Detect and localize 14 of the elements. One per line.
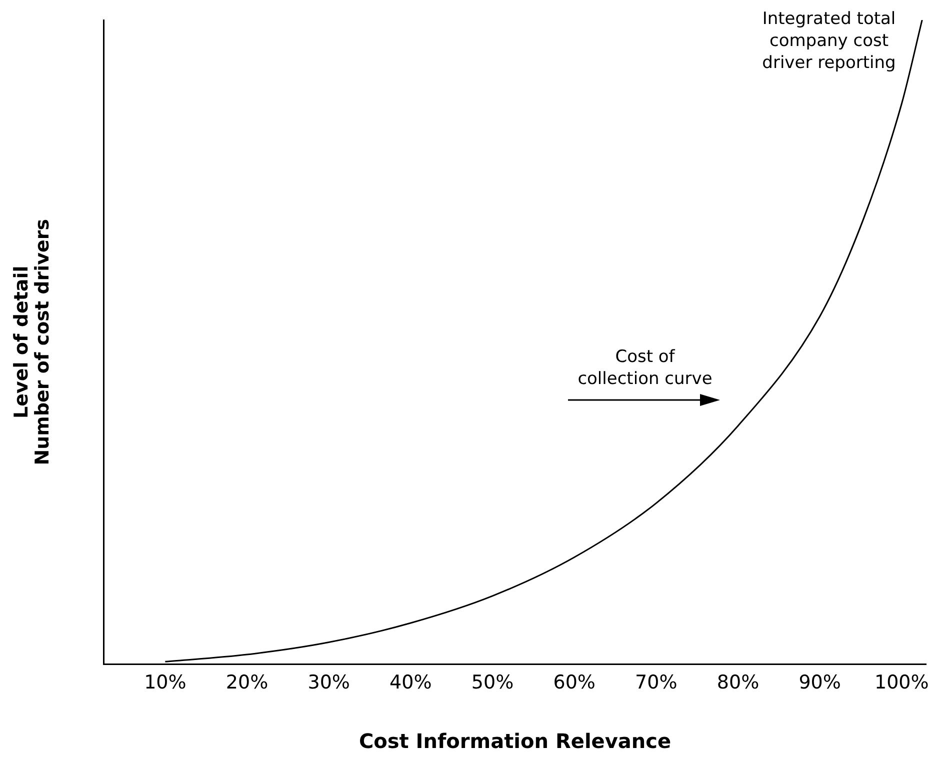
x-tick-label: 100%: [874, 672, 929, 694]
x-tick-label: 30%: [308, 672, 350, 694]
annotation: Cost of collection curve: [576, 346, 714, 390]
x-tick-label: 20%: [226, 672, 268, 694]
x-tick-label: 70%: [635, 672, 678, 694]
x-tick-label: 80%: [716, 672, 760, 694]
x-tick-label: 10%: [144, 672, 186, 694]
y-axis-title: Level of detail Number of cost drivers: [10, 218, 54, 466]
x-tick-label: 60%: [553, 672, 596, 694]
x-tick-label: 40%: [390, 672, 432, 694]
x-axis-title: Cost Information Relevance: [358, 729, 672, 754]
annotation: Integrated total company cost driver reporting: [761, 8, 897, 74]
x-tick-label: 50%: [471, 672, 514, 694]
x-tick-label: 90%: [798, 672, 841, 694]
